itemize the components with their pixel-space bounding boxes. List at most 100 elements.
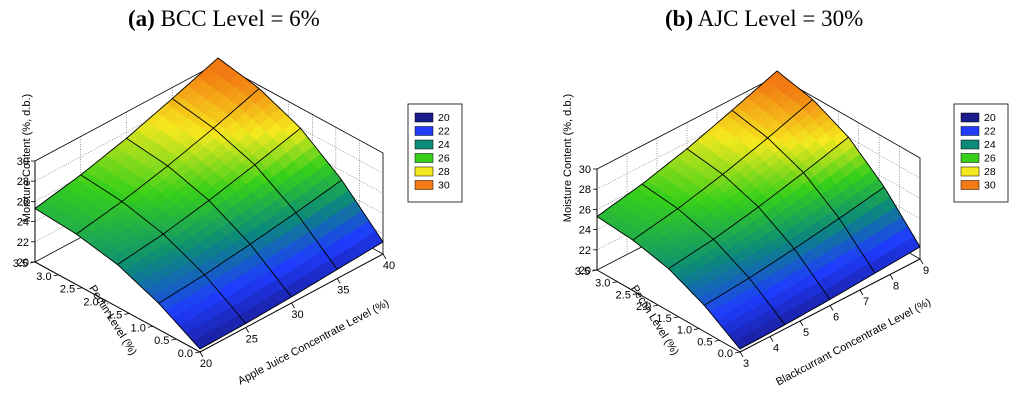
y-tick-mark — [194, 351, 201, 354]
surface-gridline — [158, 179, 343, 304]
surface-gridline — [117, 127, 301, 265]
panel-a-letter: (a) — [128, 6, 155, 31]
z-tick-label: 30 — [17, 156, 29, 168]
y-tick-mark — [714, 339, 720, 342]
z-tick-label: 22 — [579, 245, 591, 257]
panel-b-letter: (b) — [665, 6, 694, 31]
x-tick-label: 7 — [863, 296, 869, 308]
surface-mesh — [34, 57, 384, 350]
surface-gridline — [596, 70, 778, 217]
z-tick-label: 24 — [17, 217, 29, 229]
surface-mesh — [596, 70, 921, 350]
legend-swatch — [414, 180, 434, 190]
panel-a-title-text: BCC Level = 6% — [154, 6, 320, 31]
legend-swatch — [414, 139, 434, 150]
y-tick-mark — [53, 274, 59, 277]
legend-swatch — [414, 112, 434, 123]
legend-label: 24 — [984, 139, 996, 151]
x-tick-label: 35 — [337, 285, 349, 297]
y-tick-mark — [124, 313, 130, 315]
z-tick-label: 20 — [579, 265, 591, 277]
x-tick-mark — [889, 274, 894, 280]
y-tick-label: 2.5 — [60, 284, 75, 296]
legend-label: 22 — [438, 126, 450, 138]
x-tick-mark — [336, 278, 341, 284]
y-tick-label: 1.0 — [131, 322, 146, 334]
legend-swatch — [414, 153, 434, 163]
x-tick-mark — [291, 302, 295, 309]
y-axis-line — [596, 269, 741, 353]
y-tick-mark — [171, 338, 177, 341]
legend-label: 28 — [438, 166, 450, 178]
legend-label: 20 — [984, 112, 996, 124]
legend-label: 26 — [438, 153, 450, 165]
y-tick-mark — [147, 325, 153, 328]
y-tick-mark — [694, 328, 700, 330]
x-tick-label: 5 — [803, 327, 809, 339]
z-tick-label: 26 — [579, 204, 591, 216]
surface-gridline — [199, 241, 384, 350]
surface-gridline — [704, 186, 885, 306]
y-tick-label: 3.5 — [575, 266, 590, 278]
surface-plot-a: 20253035400.00.51.01.52.02.53.03.5202224… — [13, 57, 463, 387]
x-tick-label: 30 — [291, 309, 303, 321]
x-tick-mark — [245, 327, 250, 333]
panel-b-title: (b) AJC Level = 30% — [665, 6, 863, 32]
legend-swatch — [960, 166, 980, 177]
y-tick-label: 3.0 — [36, 271, 51, 283]
y-tick-label: 3.0 — [595, 278, 610, 290]
x-tick-mark — [382, 253, 387, 260]
y-axis-label: Pectin Level (%) — [86, 283, 139, 357]
x-tick-mark — [199, 351, 204, 358]
x-tick-mark — [769, 336, 774, 342]
legend-label: 26 — [984, 153, 996, 165]
z-axis-label: Moisture Content (%, d.b.) — [21, 94, 33, 222]
surface-gridline — [668, 136, 849, 269]
x-tick-mark — [799, 320, 804, 327]
z-tick-label: 22 — [17, 237, 29, 249]
x-tick-label: 4 — [773, 343, 779, 355]
x-tick-mark — [859, 289, 864, 296]
x-tick-label: 8 — [893, 281, 899, 293]
y-tick-label: 2.5 — [616, 289, 631, 301]
legend-swatch — [960, 153, 980, 163]
y-tick-label: 0.0 — [718, 348, 733, 360]
y-tick-label: 0.5 — [154, 335, 169, 347]
legend-label: 24 — [438, 139, 450, 151]
y-tick-label: 1.5 — [107, 309, 122, 321]
y-tick-label: 1.5 — [656, 313, 671, 325]
legend-swatch — [414, 166, 434, 177]
x-tick-label: 25 — [246, 334, 258, 346]
y-tick-label: 2.0 — [636, 301, 651, 313]
legend-swatch — [414, 126, 434, 136]
y-tick-mark — [653, 304, 659, 307]
legend-label: 28 — [984, 166, 996, 178]
z-tick-label: 26 — [17, 196, 29, 208]
x-tick-mark — [829, 305, 834, 311]
legend-label: 30 — [984, 180, 996, 192]
x-tick-label: 40 — [383, 260, 395, 272]
legend-swatch — [960, 126, 980, 136]
legend-label: 22 — [984, 126, 996, 138]
y-tick-label: 3.5 — [13, 258, 28, 270]
z-tick-label: 24 — [579, 225, 591, 237]
z-tick-label: 28 — [17, 176, 29, 188]
surface-gridline — [739, 246, 921, 350]
legend-swatch — [960, 139, 980, 150]
y-tick-mark — [734, 351, 741, 354]
x-tick-mark — [919, 258, 924, 265]
y-tick-label: 0.5 — [697, 336, 712, 348]
x-tick-label: 20 — [200, 358, 212, 370]
y-tick-mark — [673, 316, 679, 319]
legend-swatch — [960, 112, 980, 123]
surface-gridline — [76, 88, 260, 235]
y-tick-mark — [77, 287, 83, 290]
z-tick-label: 30 — [579, 164, 591, 176]
z-tick-label: 20 — [17, 257, 29, 269]
x-tick-label: 9 — [923, 265, 929, 277]
panel-b-title-text: AJC Level = 30% — [693, 6, 864, 31]
surface-gridline — [34, 57, 219, 209]
x-tick-mark — [739, 351, 744, 358]
